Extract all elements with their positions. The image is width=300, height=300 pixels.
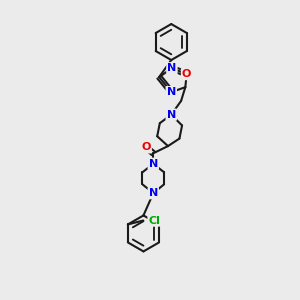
Text: O: O [182,69,191,79]
Text: O: O [141,142,151,152]
Text: N: N [167,110,176,120]
Text: N: N [148,188,158,198]
Text: N: N [167,63,176,73]
Text: O: O [141,142,151,152]
Text: N: N [148,159,158,169]
Text: N: N [167,110,176,120]
Text: N: N [167,63,176,73]
Text: Cl: Cl [148,215,160,226]
Text: N: N [148,188,158,198]
Text: O: O [182,69,191,79]
Text: Cl: Cl [148,215,160,226]
Text: N: N [167,87,176,97]
Text: N: N [167,87,176,97]
Text: N: N [148,159,158,169]
